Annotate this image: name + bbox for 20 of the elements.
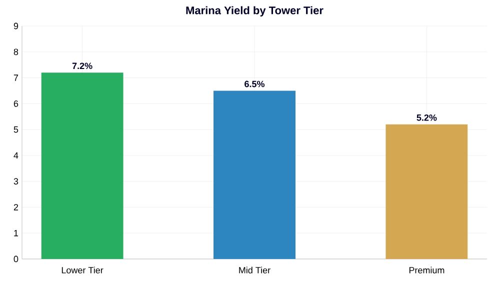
bar xyxy=(386,124,468,259)
x-tick-label: Mid Tier xyxy=(239,266,270,274)
x-tick-label: Premium xyxy=(409,266,444,274)
data-label: 7.2% xyxy=(72,62,92,70)
y-tick-label: 8 xyxy=(14,48,18,56)
y-tick-label: 2 xyxy=(14,204,18,210)
y-tick-label: 5 xyxy=(14,126,18,133)
y-tick-label: 3 xyxy=(14,178,18,185)
y-tick-label: 7 xyxy=(14,74,18,81)
y-tick-label: 1 xyxy=(14,230,18,236)
chart-title: Marina Yield by Tower Tier xyxy=(186,6,324,16)
y-tick-label: 9 xyxy=(14,22,18,30)
data-label: 5.2% xyxy=(416,114,437,121)
bar xyxy=(41,72,124,259)
y-tick-label: 6 xyxy=(14,100,18,107)
y-tick-label: 4 xyxy=(14,152,18,159)
y-tick-label: 0 xyxy=(14,256,18,262)
data-label: 6.5% xyxy=(244,80,265,88)
x-tick-label: Lower Tier xyxy=(62,266,104,274)
bar xyxy=(214,90,296,259)
